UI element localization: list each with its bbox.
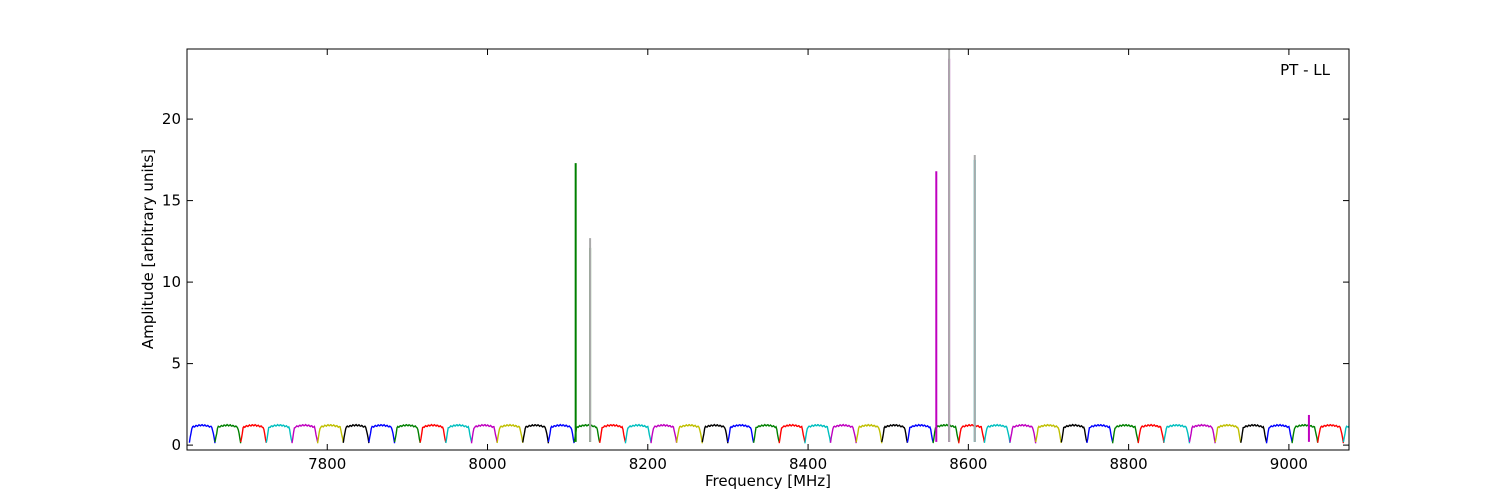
- y-axis-label: Amplitude [arbitrary units]: [139, 149, 157, 349]
- series-line-channel: [1035, 423, 1062, 444]
- series-line-channel: [1111, 423, 1139, 444]
- series-line-channel: [804, 423, 832, 444]
- series-line-channel: [240, 423, 267, 443]
- series-line-channel: [1086, 423, 1114, 444]
- series-line-channel: [675, 423, 703, 444]
- series-line-channel: [1137, 423, 1165, 444]
- x-tick-label: 8000: [468, 455, 506, 473]
- chart-annotation: PT - LL: [1280, 61, 1331, 79]
- series-line-channel: [958, 423, 986, 444]
- series-line-channel: [547, 423, 575, 444]
- series-line-channel: [1060, 423, 1088, 443]
- series-line-channel: [393, 423, 421, 444]
- series-line-channel: [599, 423, 627, 444]
- series-line-channel: [701, 423, 729, 444]
- series-line-channel: [214, 423, 242, 444]
- series-line-channel: [1317, 423, 1345, 444]
- x-tick-label: 9000: [1270, 455, 1308, 473]
- series-line-channel: [368, 423, 396, 444]
- x-tick-label: 8600: [949, 455, 987, 473]
- series-line-channel: [1265, 423, 1293, 444]
- x-tick-label: 8800: [1110, 455, 1148, 473]
- series-line-channel: [855, 423, 883, 444]
- series-line-channel: [265, 423, 293, 443]
- series-line-channel: [983, 423, 1011, 444]
- series-line-channel: [573, 423, 601, 443]
- series-line-channel: [1240, 423, 1268, 443]
- x-tick-label: 7800: [308, 455, 346, 473]
- series-line-channel: [727, 423, 755, 443]
- series-line-channel: [1163, 423, 1191, 444]
- series-layer: [188, 423, 1350, 444]
- series-line-channel: [624, 423, 652, 444]
- series-line-channel: [752, 423, 780, 443]
- x-tick-label: 8200: [629, 455, 667, 473]
- y-tick-label: 0: [171, 436, 181, 454]
- x-axis-label: Frequency [MHz]: [705, 472, 831, 490]
- series-line-channel: [291, 423, 319, 444]
- series-line-channel: [496, 423, 524, 444]
- series-line-channel: [1342, 425, 1350, 443]
- series-line-channel: [1291, 423, 1319, 444]
- y-tick-label: 15: [162, 192, 181, 210]
- y-tick-label: 5: [171, 355, 181, 373]
- series-line-channel: [342, 423, 370, 444]
- series-line-channel: [445, 423, 473, 444]
- y-tick-label: 10: [162, 273, 181, 291]
- series-line-channel: [1188, 423, 1216, 444]
- x-axis: 7800 8000 8200 8400 8600 8800 9000: [308, 49, 1308, 473]
- y-axis: 0 5 10 15 20: [162, 110, 1349, 454]
- series-line-channel: [1009, 423, 1037, 444]
- x-tick-label: 8400: [789, 455, 827, 473]
- series-line-channel: [650, 423, 678, 444]
- y-tick-label: 20: [162, 110, 181, 128]
- series-line-channel: [932, 423, 960, 444]
- series-line-channel: [188, 423, 216, 444]
- series-line-channel: [829, 423, 857, 444]
- series-line-channel: [1214, 423, 1242, 443]
- series-line-channel: [906, 423, 934, 443]
- series-line-channel: [316, 423, 344, 444]
- series-line-channel: [470, 423, 498, 444]
- series-line-channel: [419, 423, 447, 443]
- series-line-channel: [881, 423, 909, 443]
- series-line-channel: [778, 423, 806, 444]
- plot-frame: [186, 48, 1350, 451]
- series-line-channel: [522, 423, 550, 444]
- spike-layer: [574, 49, 1310, 442]
